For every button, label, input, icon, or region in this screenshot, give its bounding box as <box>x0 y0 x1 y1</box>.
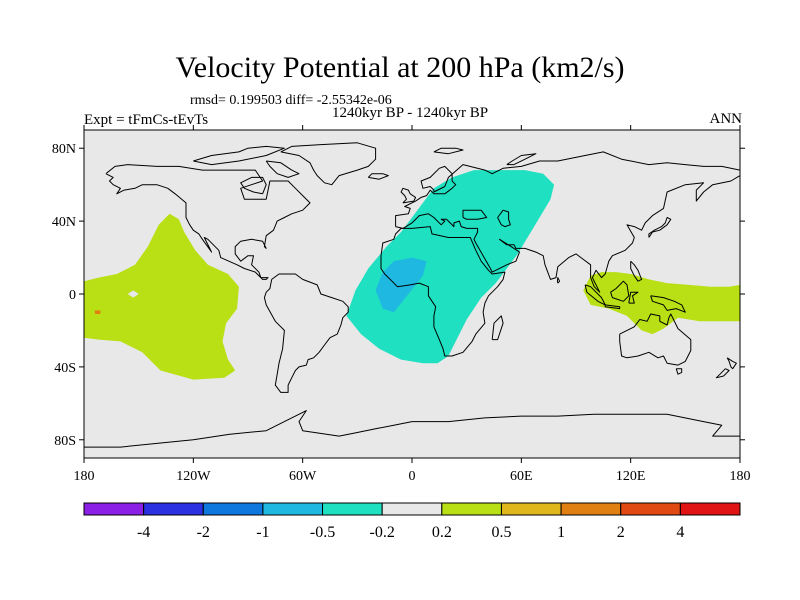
coastline-greenland <box>280 142 377 186</box>
colorbar-swatch <box>381 502 443 516</box>
y-tick-label: 0 <box>69 288 76 303</box>
y-tick-label: 40S <box>54 361 76 376</box>
coastline-sulawesi <box>628 291 639 304</box>
coastline-borneo <box>610 280 630 302</box>
coastline-java <box>604 304 621 310</box>
region-orange-speck <box>94 310 101 314</box>
coastline-new-zealand-north <box>726 357 737 370</box>
coastlines <box>84 142 740 448</box>
coastline-new-zealand-south <box>715 368 730 379</box>
coastline-baffin-island <box>265 160 300 178</box>
y-tick-label: 80S <box>54 434 76 449</box>
coastline-south-america <box>263 273 349 393</box>
axis-ticks: 180 120W 60W 0 60E 120E 180 80N 40N 0 40S 80S <box>52 125 751 484</box>
region-maritime-continent-positive <box>583 272 740 335</box>
season-label: ANN <box>709 111 743 127</box>
coastline-north-america <box>105 164 311 280</box>
colorbar-swatch <box>620 502 681 516</box>
colorbar-label: 4 <box>676 524 684 541</box>
colorbar: -4 -2 -1 -0.5 -0.2 0.2 0.5 1 2 4 <box>83 502 741 541</box>
coastline-iceland <box>367 173 389 180</box>
colorbar-swatch <box>679 502 741 516</box>
colorbar-label: -4 <box>137 524 150 541</box>
colorbar-label: 1 <box>557 524 565 541</box>
colorbar-swatch <box>262 502 324 516</box>
contour-fills <box>84 170 740 380</box>
colorbar-label: -0.2 <box>370 524 395 541</box>
colorbar-label: -0.5 <box>310 524 335 541</box>
colorbar-swatch <box>560 502 622 516</box>
coastline-hudson-bay-inner <box>240 176 267 195</box>
colorbar-swatch <box>143 502 204 516</box>
y-tick-label: 80N <box>52 142 76 157</box>
x-tick-label: 180 <box>74 469 95 484</box>
coastline-japan <box>648 217 672 238</box>
coastline-canadian-arctic-islands <box>193 145 285 166</box>
coastline-tasmania <box>675 368 683 375</box>
experiment-label: Expt = tFmCs-tEvTs <box>84 112 209 128</box>
coastline-madagascar <box>491 315 504 341</box>
x-tick-label: 60W <box>289 469 317 484</box>
region-pacific-hole <box>127 290 139 298</box>
colorbar-label: 0.2 <box>432 524 452 541</box>
colorbar-label: -2 <box>197 524 210 541</box>
colorbar-swatch <box>441 502 502 516</box>
x-tick-label: 0 <box>409 469 416 484</box>
coastline-great-britain <box>400 187 417 204</box>
coastline-eurasia <box>395 151 740 293</box>
y-tick-label: 40N <box>52 215 76 230</box>
rmsd-diff-stats: rmsd= 0.199503 diff= -2.55342e-06 <box>190 93 392 108</box>
colorbar-swatch <box>202 502 264 516</box>
colorbar-swatch <box>322 502 383 516</box>
coastline-svalbard <box>433 147 464 155</box>
coastline-philippines <box>630 260 643 282</box>
x-tick-label: 60E <box>510 469 533 484</box>
map-title: Velocity Potential at 200 hPa (km2/s) <box>175 51 625 84</box>
coastline-australia <box>619 313 692 366</box>
region-pacific-positive <box>84 213 239 380</box>
period-label: 1240kyr BP - 1240kyr BP <box>331 105 489 121</box>
region-gulf-guinea-core <box>375 257 427 313</box>
region-atlantic-africa-negative <box>346 170 555 364</box>
colorbar-swatch <box>500 502 562 516</box>
x-tick-label: 120W <box>176 469 211 484</box>
coastline-new-guinea <box>650 295 686 313</box>
colorbar-label: 0.5 <box>491 524 511 541</box>
coastline-black-sea <box>462 209 488 220</box>
coastline-novaya-zemlya <box>506 153 537 166</box>
colorbar-swatch <box>83 502 145 516</box>
colorbar-label: 2 <box>617 524 625 541</box>
map-area <box>84 130 740 458</box>
colorbar-label: -1 <box>256 524 269 541</box>
coastline-africa <box>380 226 506 357</box>
x-tick-label: 180 <box>730 469 751 484</box>
coastline-caspian-sea <box>497 209 511 228</box>
coastline-sri-lanka <box>556 277 561 284</box>
coastline-antarctica <box>84 410 740 448</box>
x-tick-label: 120E <box>616 469 646 484</box>
